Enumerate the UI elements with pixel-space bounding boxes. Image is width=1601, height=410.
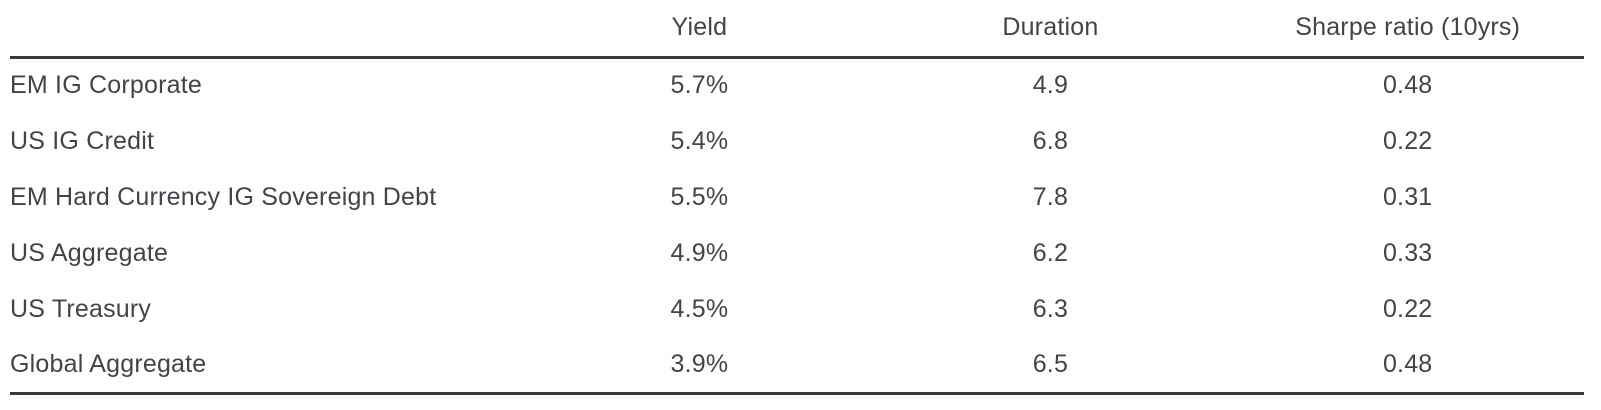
row-label: US IG Credit bbox=[10, 126, 155, 155]
row-label: US Aggregate bbox=[10, 238, 169, 267]
value-cell: 6.8 bbox=[1032, 126, 1069, 155]
table-row: US IG Credit 5.4% 6.8 0.22 bbox=[10, 113, 1584, 169]
row-label: EM Hard Currency IG Sovereign Debt bbox=[10, 182, 437, 211]
value-cell: 6.5 bbox=[869, 337, 1232, 395]
table-row: US Aggregate 4.9% 6.2 0.33 bbox=[10, 225, 1584, 281]
row-label: EM IG Corporate bbox=[10, 71, 202, 100]
value-cell: 4.9% bbox=[670, 238, 729, 267]
value-cell: 0.22 bbox=[1382, 294, 1433, 323]
value-cell: 5.4% bbox=[670, 126, 729, 155]
row-label: Global Aggregate bbox=[10, 337, 530, 395]
header-cell-label bbox=[10, 0, 530, 59]
value-cell: 4.5% bbox=[670, 294, 729, 323]
table-row: EM IG Corporate 5.7% 4.9 0.48 bbox=[10, 57, 1584, 113]
header-cell-yield: Yield bbox=[529, 0, 870, 59]
table-row: Global Aggregate 3.9% 6.5 0.48 bbox=[10, 337, 1584, 395]
value-cell: 5.5% bbox=[670, 182, 729, 211]
header-cell-duration: Duration bbox=[869, 0, 1232, 59]
value-cell: 6.3 bbox=[1032, 294, 1069, 323]
table-header: Yield Duration Sharpe ratio (10yrs) bbox=[10, 0, 1584, 59]
table-body: EM IG Corporate 5.7% 4.9 0.48 US IG Credit 5.… bbox=[10, 57, 1584, 395]
value-cell: 0.48 bbox=[1382, 71, 1433, 100]
value-cell: 3.9% bbox=[529, 337, 870, 395]
header-row: Yield Duration Sharpe ratio (10yrs) bbox=[10, 0, 1584, 59]
value-cell: 7.8 bbox=[1032, 182, 1069, 211]
value-cell: 0.22 bbox=[1382, 126, 1433, 155]
value-cell: 0.33 bbox=[1382, 238, 1433, 267]
bond-index-metrics-table: Yield Duration Sharpe ratio (10yrs) EM I… bbox=[10, 0, 1584, 395]
value-cell: 5.7% bbox=[670, 71, 729, 100]
value-cell: 0.48 bbox=[1231, 337, 1584, 395]
row-label: US Treasury bbox=[10, 294, 152, 323]
value-cell: 0.31 bbox=[1382, 182, 1433, 211]
value-cell: 6.2 bbox=[1032, 238, 1069, 267]
table-row: US Treasury 4.5% 6.3 0.22 bbox=[10, 281, 1584, 337]
table-row: EM Hard Currency IG Sovereign Debt 5.5% 7.… bbox=[10, 169, 1584, 225]
header-cell-sharpe-ratio: Sharpe ratio (10yrs) bbox=[1231, 0, 1584, 59]
value-cell: 4.9 bbox=[1032, 71, 1069, 100]
